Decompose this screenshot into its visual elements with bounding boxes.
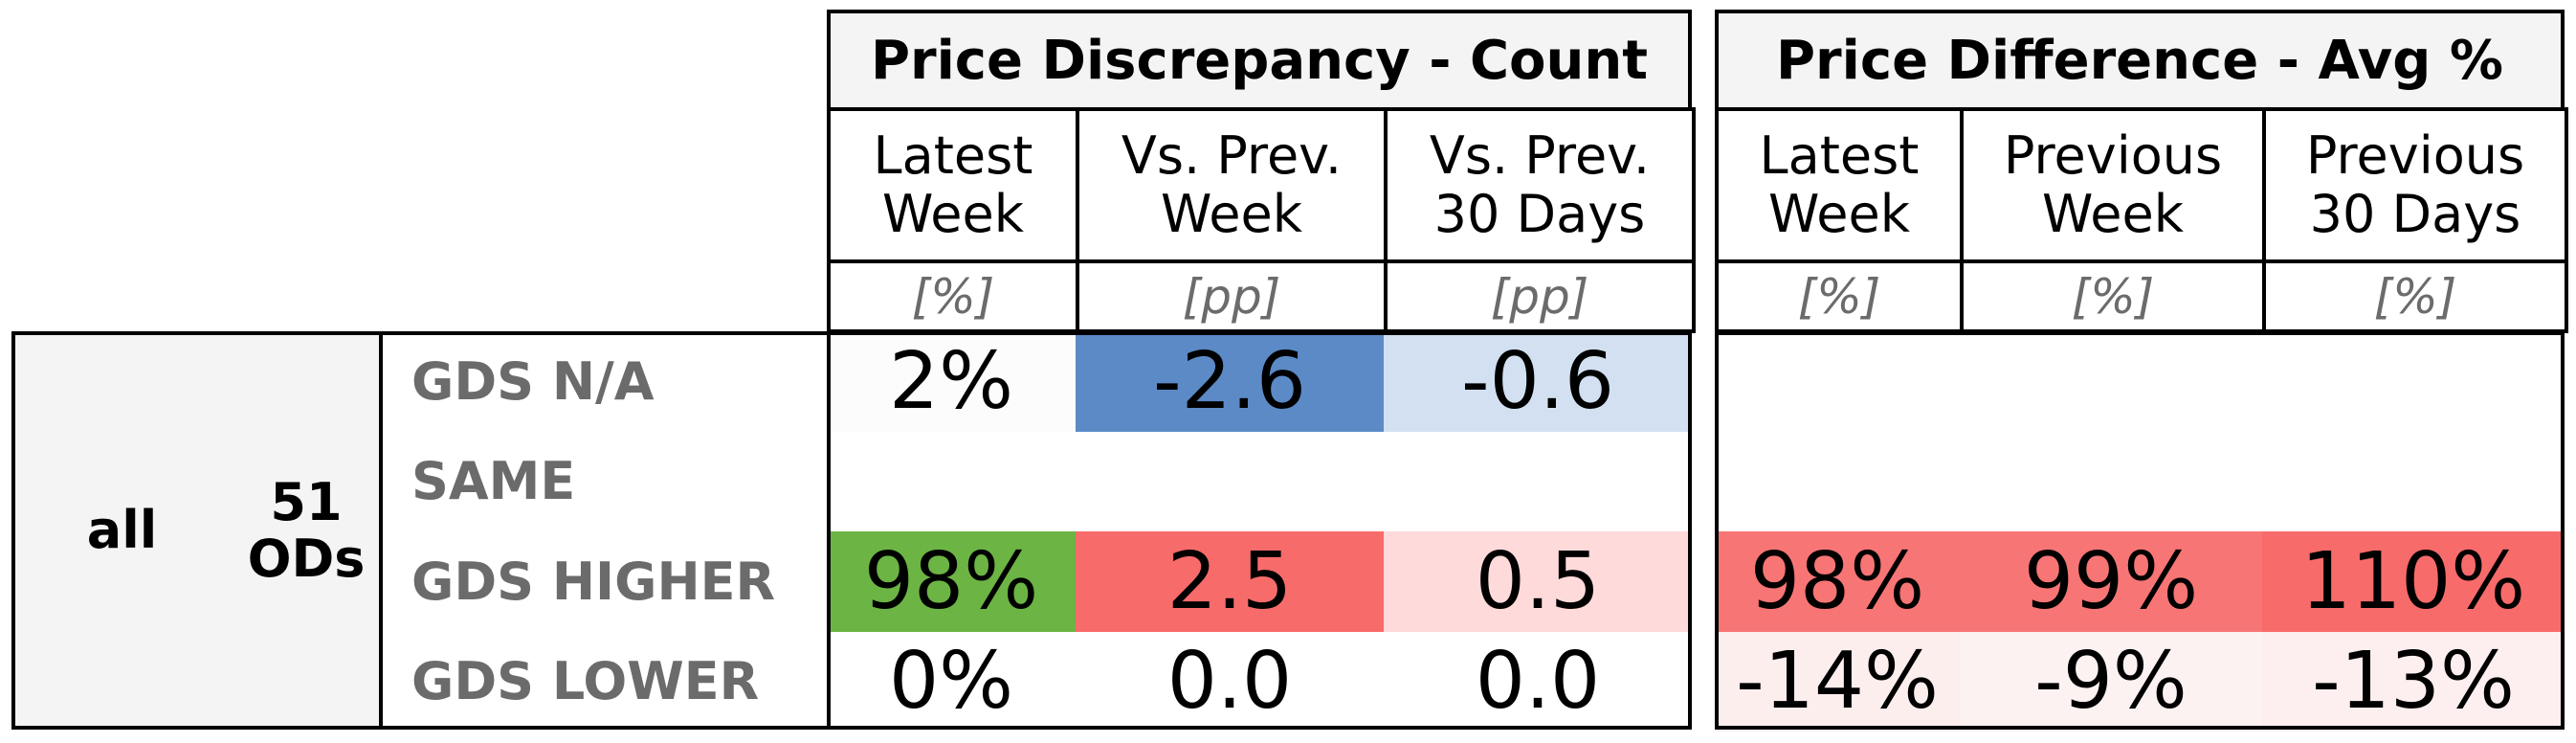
value-cell: 0.5: [1384, 531, 1692, 632]
value-cell: [827, 431, 1076, 531]
value-cell: [1715, 431, 1960, 531]
value-cell: -0.6: [1384, 331, 1692, 432]
value-cell: 99%: [1960, 531, 2262, 632]
value-cell: [1960, 431, 2262, 531]
value-cell: 0.0: [1384, 631, 1692, 732]
row-label: SAME: [411, 451, 576, 512]
column-header: Vs. Prev. 30 Days: [1384, 107, 1696, 263]
value-cell: [1715, 331, 1960, 432]
value-cell: 0.0: [1076, 631, 1384, 732]
value-cell: 2%: [827, 331, 1076, 432]
column-unit: [%]: [827, 259, 1079, 333]
value-cell: [1960, 331, 2262, 432]
row-label: GDS LOWER: [411, 651, 760, 712]
column-header: Latest Week: [1715, 107, 1964, 263]
value-cell: 98%: [827, 531, 1076, 632]
value-cell: -2.6: [1076, 331, 1384, 432]
group-label: all: [86, 500, 158, 561]
value-cell: [2262, 331, 2565, 432]
value-cell: 110%: [2262, 531, 2565, 632]
value-cell: [2262, 431, 2565, 531]
column-unit: [%]: [2262, 259, 2568, 333]
row-label: GDS HIGHER: [411, 551, 776, 612]
section-title: Price Difference - Avg %: [1715, 10, 2565, 111]
column-unit: [%]: [1960, 259, 2266, 333]
section-title: Price Discrepancy - Count: [827, 10, 1692, 111]
group-panel: [11, 331, 381, 730]
value-cell: -9%: [1960, 631, 2262, 732]
column-unit: [%]: [1715, 259, 1964, 333]
column-header: Latest Week: [827, 107, 1079, 263]
value-cell: 2.5: [1076, 531, 1384, 632]
column-header: Previous 30 Days: [2262, 107, 2568, 263]
value-cell: [1076, 431, 1384, 531]
value-cell: -14%: [1715, 631, 1960, 732]
value-cell: -13%: [2262, 631, 2565, 732]
value-cell: 0%: [827, 631, 1076, 732]
column-unit: [pp]: [1076, 259, 1388, 333]
group-count-label: 51 ODs: [247, 471, 366, 589]
column-unit: [pp]: [1384, 259, 1696, 333]
column-header: Vs. Prev. Week: [1076, 107, 1388, 263]
column-header: Previous Week: [1960, 107, 2266, 263]
value-cell: [1384, 431, 1692, 531]
value-cell: 98%: [1715, 531, 1960, 632]
row-label: GDS N/A: [411, 350, 655, 412]
